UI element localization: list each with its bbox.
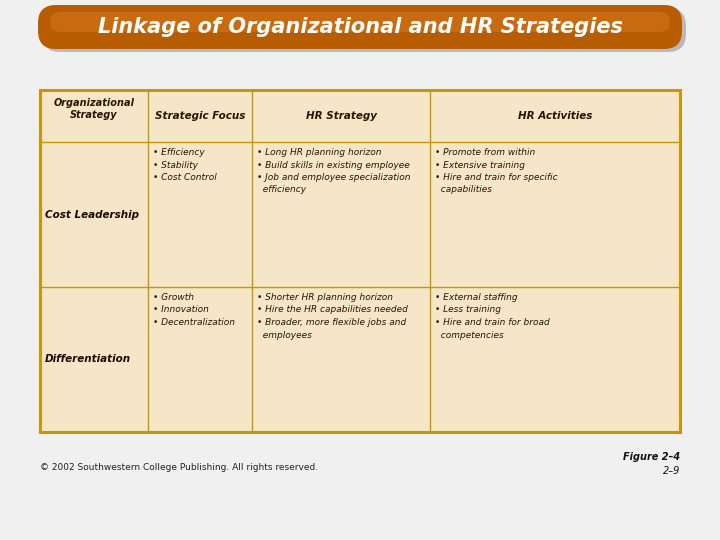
Text: • External staffing
• Less training
• Hire and train for broad
  competencies: • External staffing • Less training • Hi… [435, 293, 550, 340]
FancyBboxPatch shape [42, 8, 686, 52]
Text: Differentiation: Differentiation [45, 354, 131, 364]
Text: Strategy: Strategy [70, 110, 118, 120]
FancyBboxPatch shape [40, 90, 680, 432]
FancyBboxPatch shape [50, 12, 670, 32]
Text: HR Strategy: HR Strategy [305, 111, 377, 121]
Text: Figure 2–4: Figure 2–4 [623, 452, 680, 462]
Text: • Growth
• Innovation
• Decentralization: • Growth • Innovation • Decentralization [153, 293, 235, 327]
Text: © 2002 Southwestern College Publishing. All rights reserved.: © 2002 Southwestern College Publishing. … [40, 463, 318, 472]
Text: Cost Leadership: Cost Leadership [45, 210, 139, 219]
Text: Strategic Focus: Strategic Focus [155, 111, 246, 121]
Text: Organizational: Organizational [53, 98, 135, 108]
Text: • Promote from within
• Extensive training
• Hire and train for specific
  capab: • Promote from within • Extensive traini… [435, 148, 557, 194]
Text: • Long HR planning horizon
• Build skills in existing employee
• Job and employe: • Long HR planning horizon • Build skill… [257, 148, 410, 194]
Text: HR Activities: HR Activities [518, 111, 592, 121]
Text: • Efficiency
• Stability
• Cost Control: • Efficiency • Stability • Cost Control [153, 148, 217, 182]
Text: Linkage of Organizational and HR Strategies: Linkage of Organizational and HR Strateg… [98, 17, 622, 37]
FancyBboxPatch shape [38, 5, 682, 49]
Text: 2–9: 2–9 [662, 466, 680, 476]
Text: • Shorter HR planning horizon
• Hire the HR capabilities needed
• Broader, more : • Shorter HR planning horizon • Hire the… [257, 293, 408, 340]
